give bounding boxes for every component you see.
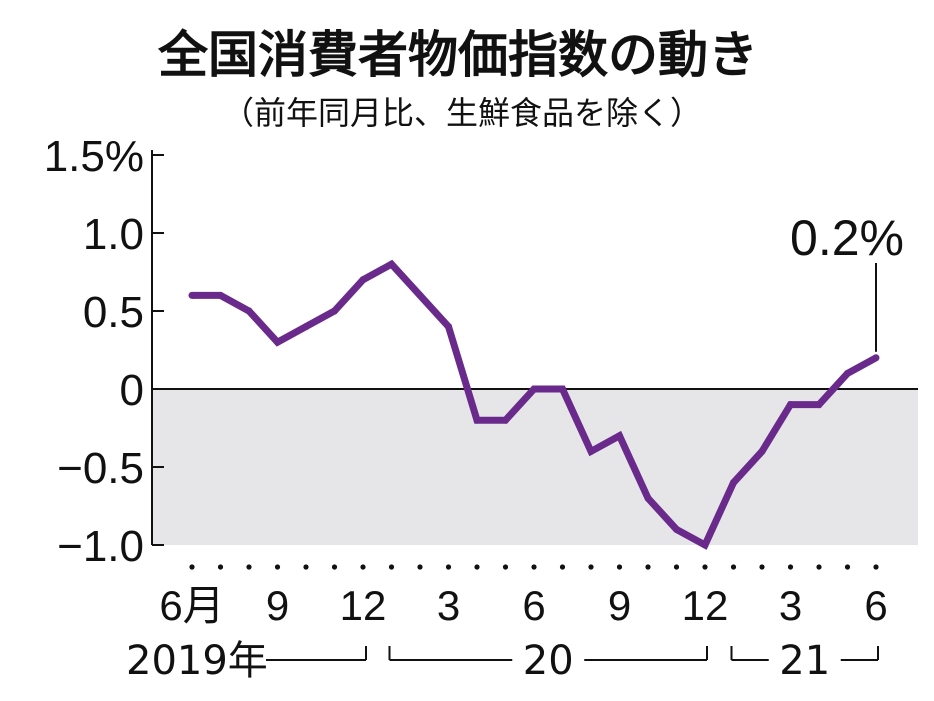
month-dot — [645, 564, 651, 570]
data-point — [844, 369, 851, 377]
data-point — [530, 385, 538, 393]
data-point — [217, 291, 224, 299]
year-label: 20 — [523, 638, 574, 684]
data-point — [673, 525, 680, 533]
data-point — [616, 432, 623, 440]
x-tick-label: 6月 — [159, 582, 224, 629]
month-dot — [217, 564, 224, 570]
month-dot — [474, 564, 480, 570]
data-point — [359, 276, 367, 284]
data-point — [787, 401, 794, 409]
data-point — [559, 385, 566, 393]
data-point — [502, 416, 509, 424]
data-point — [188, 291, 196, 299]
month-dot — [445, 564, 452, 570]
data-point — [416, 291, 424, 299]
month-dot — [730, 564, 737, 570]
y-tick-label: 1.0 — [83, 210, 144, 259]
x-tick-label: 9 — [266, 582, 289, 629]
month-dot — [331, 564, 338, 570]
month-dot — [787, 564, 794, 570]
month-dot — [274, 564, 281, 570]
y-tick-label: 1.5% — [44, 132, 144, 181]
y-tick-label: −0.5 — [57, 444, 144, 493]
data-point — [245, 307, 253, 315]
data-point — [302, 323, 310, 331]
plot-area: 1.5% 1.0 0.5 0 −0.5 −1.0 6月 9 12 3 6 9 12 3 6 2019年 20 21… — [44, 132, 918, 684]
month-dot — [844, 564, 851, 570]
x-tick-label: 6 — [864, 582, 887, 629]
month-dot — [417, 564, 423, 570]
month-dot — [816, 564, 822, 570]
x-tick-label: 3 — [779, 582, 802, 629]
callout-label: 0.2% — [790, 210, 904, 266]
data-point — [701, 541, 709, 549]
month-dot — [246, 564, 252, 570]
x-tick-label: 12 — [340, 582, 387, 629]
y-tick-label: 0.5 — [83, 288, 144, 337]
x-tick-label: 3 — [437, 582, 460, 629]
month-dot — [388, 564, 395, 570]
data-point — [587, 447, 595, 455]
data-point — [815, 401, 823, 409]
month-dot — [531, 564, 537, 570]
month-dot — [303, 564, 309, 570]
month-dot — [759, 564, 765, 570]
month-dot — [502, 564, 509, 570]
data-point — [388, 260, 395, 268]
year-label: 2019年 — [126, 638, 268, 684]
month-dot — [702, 564, 708, 570]
y-tick-label: 0 — [120, 366, 144, 415]
chart-title: 全国消費者物価指数の動き — [157, 26, 758, 84]
month-dot — [673, 564, 680, 570]
negative-region-shade — [152, 389, 918, 545]
month-dot — [559, 564, 566, 570]
data-point — [473, 416, 481, 424]
data-point — [274, 338, 281, 346]
x-tick-label: 12 — [682, 582, 729, 629]
month-dot — [189, 564, 195, 570]
data-point — [730, 479, 737, 487]
data-point — [872, 354, 880, 362]
y-tick-label: −1.0 — [57, 522, 144, 571]
data-point — [758, 447, 766, 455]
x-tick-label: 6 — [522, 582, 545, 629]
month-dot — [360, 564, 366, 570]
chart-subtitle: （前年同月比、生鮮食品を除く） — [222, 94, 702, 132]
year-label: 21 — [779, 638, 830, 684]
data-point — [644, 494, 652, 502]
month-dot — [588, 564, 594, 570]
data-point — [445, 323, 452, 331]
month-dot — [873, 564, 879, 570]
x-tick-label: 9 — [608, 582, 631, 629]
month-dot — [616, 564, 623, 570]
data-point — [331, 307, 338, 315]
